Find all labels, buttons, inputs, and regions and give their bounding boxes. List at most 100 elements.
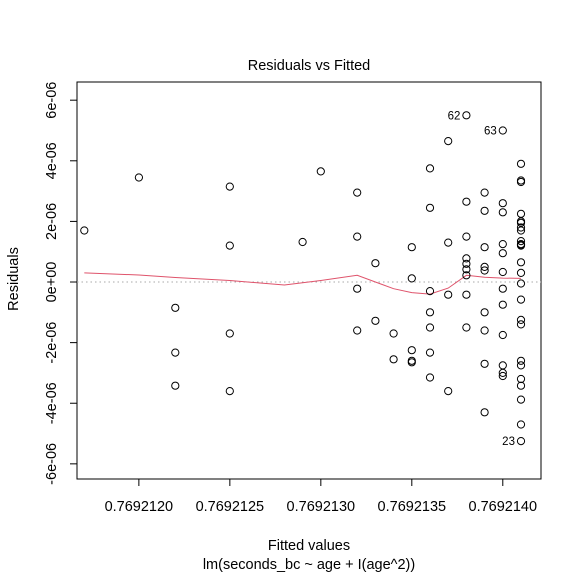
data-point — [498, 300, 507, 309]
data-point — [389, 329, 398, 338]
data-point — [480, 308, 489, 317]
data-point — [225, 241, 234, 250]
data-point — [516, 374, 526, 384]
y-axis-label: Residuals — [6, 247, 22, 311]
data-point — [134, 173, 143, 182]
data-point — [462, 232, 471, 241]
data-point — [516, 381, 526, 390]
data-point — [425, 373, 435, 382]
data-point — [498, 284, 507, 293]
data-point — [498, 199, 507, 208]
y-tick-label: 4e-06 — [44, 142, 60, 179]
y-tick-label: -6e-06 — [44, 443, 60, 485]
data-point — [353, 284, 362, 293]
data-point — [516, 361, 526, 370]
data-point — [498, 371, 507, 381]
data-point — [444, 290, 453, 299]
plot-frame — [76, 81, 542, 480]
data-point — [444, 387, 453, 396]
x-tick-label: 0.7692120 — [105, 499, 174, 515]
data-point — [516, 176, 526, 185]
data-point — [516, 258, 526, 267]
point-labels: 62 63 23 — [448, 110, 515, 448]
data-point — [425, 308, 435, 317]
data-point — [425, 287, 435, 296]
data-point — [462, 265, 471, 274]
point-label: 63 — [484, 125, 497, 137]
data-point — [480, 359, 489, 368]
data-point — [444, 238, 453, 247]
data-point — [516, 320, 526, 329]
data-point — [371, 259, 380, 268]
residual-points — [80, 111, 526, 446]
data-point — [498, 368, 507, 377]
data-point — [516, 395, 526, 404]
data-point — [498, 126, 507, 135]
data-point — [516, 237, 526, 246]
point-label: 23 — [502, 436, 515, 448]
chart-title: Residuals vs Fitted — [248, 58, 371, 74]
data-point — [516, 159, 526, 168]
data-point — [444, 137, 453, 146]
data-point — [462, 323, 471, 332]
data-point — [480, 408, 489, 417]
data-point — [480, 266, 489, 275]
data-point — [498, 361, 507, 370]
x-axis: 0.7692120 0.7692125 0.7692130 0.7692135 0.76… — [105, 478, 537, 515]
data-point — [425, 164, 435, 173]
data-point — [516, 226, 526, 235]
data-point — [225, 387, 234, 396]
x-tick-label: 0.7692125 — [196, 499, 265, 515]
data-point — [516, 240, 526, 249]
y-tick-label: 2e-06 — [44, 203, 60, 240]
data-point — [480, 262, 489, 271]
data-point — [516, 279, 526, 288]
data-point — [407, 274, 416, 283]
data-point — [425, 348, 435, 357]
data-point — [353, 232, 362, 241]
data-point — [498, 330, 507, 340]
data-point — [480, 188, 489, 197]
data-point — [389, 355, 398, 364]
data-point — [316, 167, 325, 176]
point-label: 62 — [448, 110, 461, 122]
data-point — [298, 237, 307, 247]
data-point — [462, 111, 471, 120]
data-point — [407, 243, 416, 252]
data-point — [225, 182, 234, 191]
data-point — [407, 356, 416, 365]
smoother-line — [84, 272, 522, 295]
x-axis-subtitle: lm(seconds_bc ~ age + I(age^2)) — [203, 557, 415, 573]
data-point — [516, 315, 526, 324]
data-point — [480, 243, 489, 252]
data-point — [407, 346, 416, 355]
data-point — [516, 437, 526, 446]
data-point — [480, 326, 489, 335]
data-point — [516, 356, 526, 365]
data-point — [498, 267, 507, 277]
y-tick-label: 6e-06 — [44, 82, 60, 119]
x-tick-label: 0.7692130 — [287, 499, 356, 515]
y-tick-label: 0e+00 — [44, 262, 60, 303]
data-point — [353, 326, 362, 335]
data-point — [498, 249, 507, 258]
data-point — [516, 420, 526, 429]
y-tick-label: -4e-06 — [44, 382, 60, 424]
y-axis: -6e-06 -4e-06 -2e-06 0e+00 2e-06 4e-06 6e-06 — [44, 82, 78, 485]
data-point — [462, 254, 471, 263]
data-point — [353, 188, 362, 197]
data-point — [516, 268, 526, 277]
data-point — [462, 271, 471, 280]
data-point — [516, 209, 526, 218]
data-point — [462, 259, 471, 268]
x-tick-label: 0.7692135 — [378, 499, 447, 515]
data-point — [462, 197, 471, 206]
data-point — [225, 329, 234, 338]
data-point — [425, 203, 435, 212]
data-point — [80, 226, 89, 235]
x-axis-label: Fitted values — [268, 538, 350, 554]
data-point — [480, 206, 489, 215]
data-point — [498, 240, 507, 249]
data-point — [462, 290, 471, 299]
